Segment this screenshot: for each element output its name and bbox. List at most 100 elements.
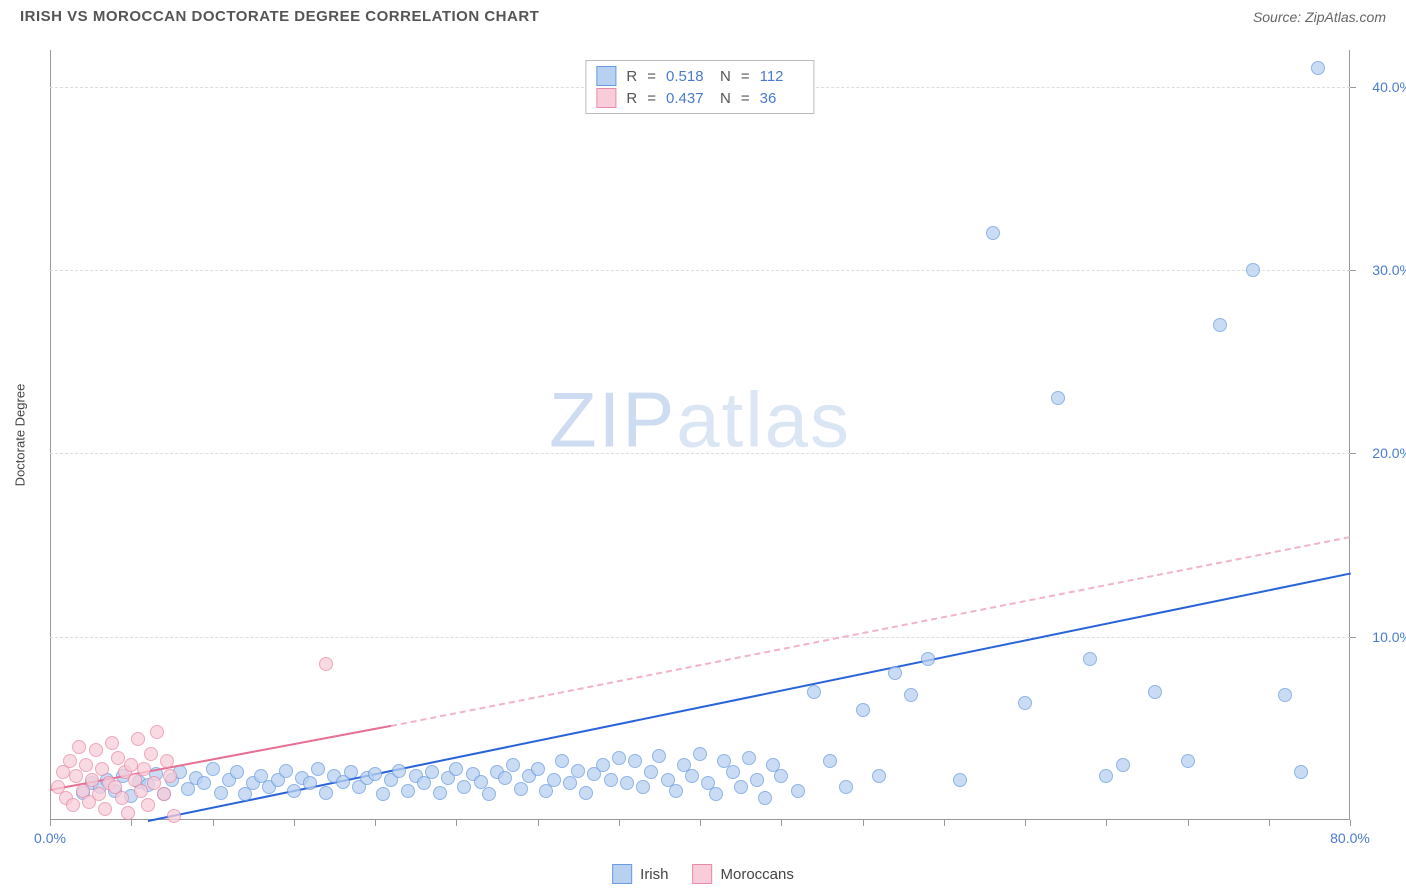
bottom-legend: Irish Moroccans: [612, 864, 794, 884]
stats-value-r-irish: 0.518: [666, 68, 710, 85]
data-point: [474, 775, 488, 789]
data-point: [953, 773, 967, 787]
x-tick: [50, 820, 51, 826]
data-point: [742, 751, 756, 765]
data-point: [856, 703, 870, 717]
y-tick-label: 20.0%: [1372, 445, 1406, 461]
stats-label-n: N: [720, 68, 731, 85]
y-axis-right: [1349, 50, 1350, 820]
data-point: [121, 806, 135, 820]
x-tick: [213, 820, 214, 826]
data-point: [604, 773, 618, 787]
swatch-moroccans: [596, 88, 616, 108]
y-tick-label: 10.0%: [1372, 629, 1406, 645]
legend-item-irish: Irish: [612, 864, 668, 884]
data-point: [555, 754, 569, 768]
y-tick-label: 30.0%: [1372, 262, 1406, 278]
chart-title: IRISH VS MOROCCAN DOCTORATE DEGREE CORRE…: [20, 8, 539, 25]
data-point: [279, 764, 293, 778]
data-point: [115, 791, 129, 805]
x-tick: [375, 820, 376, 826]
swatch-moroccans: [692, 864, 712, 884]
data-point: [1181, 754, 1195, 768]
data-point: [1246, 263, 1260, 277]
y-tick-label: 40.0%: [1372, 79, 1406, 95]
y-tick: [1350, 637, 1356, 638]
equals-icon: =: [647, 68, 656, 85]
x-tick: [619, 820, 620, 826]
data-point: [734, 780, 748, 794]
stats-row-moroccans: R = 0.437 N = 36: [596, 87, 803, 109]
data-point: [72, 740, 86, 754]
data-point: [921, 652, 935, 666]
data-point: [685, 769, 699, 783]
legend-label-irish: Irish: [640, 866, 668, 883]
chart-area: Doctorate Degree ZIPatlas 10.0%20.0%30.0…: [50, 50, 1350, 820]
x-tick: [1269, 820, 1270, 826]
data-point: [547, 773, 561, 787]
data-point: [98, 802, 112, 816]
data-point: [206, 762, 220, 776]
x-tick: [700, 820, 701, 826]
equals-icon: =: [647, 90, 656, 107]
stats-label-r: R: [626, 68, 637, 85]
data-point: [160, 754, 174, 768]
x-tick: [781, 820, 782, 826]
data-point: [303, 776, 317, 790]
y-tick: [1350, 453, 1356, 454]
data-point: [571, 764, 585, 778]
data-point: [644, 765, 658, 779]
x-tick: [131, 820, 132, 826]
data-point: [1148, 685, 1162, 699]
data-point: [449, 762, 463, 776]
stats-label-r: R: [626, 90, 637, 107]
data-point: [214, 786, 228, 800]
x-tick: [1188, 820, 1189, 826]
x-tick: [863, 820, 864, 826]
data-point: [636, 780, 650, 794]
data-point: [904, 688, 918, 702]
stats-row-irish: R = 0.518 N = 112: [596, 65, 803, 87]
legend-label-moroccans: Moroccans: [720, 866, 793, 883]
data-point: [620, 776, 634, 790]
data-point: [888, 666, 902, 680]
data-point: [514, 782, 528, 796]
data-point: [150, 725, 164, 739]
data-point: [823, 754, 837, 768]
data-point: [111, 751, 125, 765]
x-tick: [1106, 820, 1107, 826]
data-point: [311, 762, 325, 776]
stats-label-n: N: [720, 90, 731, 107]
data-point: [425, 765, 439, 779]
data-point: [693, 747, 707, 761]
data-point: [758, 791, 772, 805]
data-point: [791, 784, 805, 798]
data-point: [1099, 769, 1113, 783]
data-point: [774, 769, 788, 783]
data-point: [134, 784, 148, 798]
source-label: Source: ZipAtlas.com: [1253, 9, 1386, 25]
data-point: [392, 764, 406, 778]
data-point: [1213, 318, 1227, 332]
data-point: [750, 773, 764, 787]
data-point: [482, 787, 496, 801]
data-point: [596, 758, 610, 772]
data-point: [1051, 391, 1065, 405]
data-point: [197, 776, 211, 790]
data-point: [89, 743, 103, 757]
data-point: [709, 787, 723, 801]
y-axis-label: Doctorate Degree: [13, 384, 28, 487]
x-tick: [1350, 820, 1351, 826]
data-point: [79, 758, 93, 772]
data-point: [163, 769, 177, 783]
data-point: [137, 762, 151, 776]
data-point: [1083, 652, 1097, 666]
data-point: [230, 765, 244, 779]
data-point: [1294, 765, 1308, 779]
trend-line: [147, 573, 1350, 822]
data-point: [531, 762, 545, 776]
x-tick-label: 80.0%: [1330, 830, 1370, 846]
data-point: [563, 776, 577, 790]
data-point: [506, 758, 520, 772]
data-point: [344, 765, 358, 779]
